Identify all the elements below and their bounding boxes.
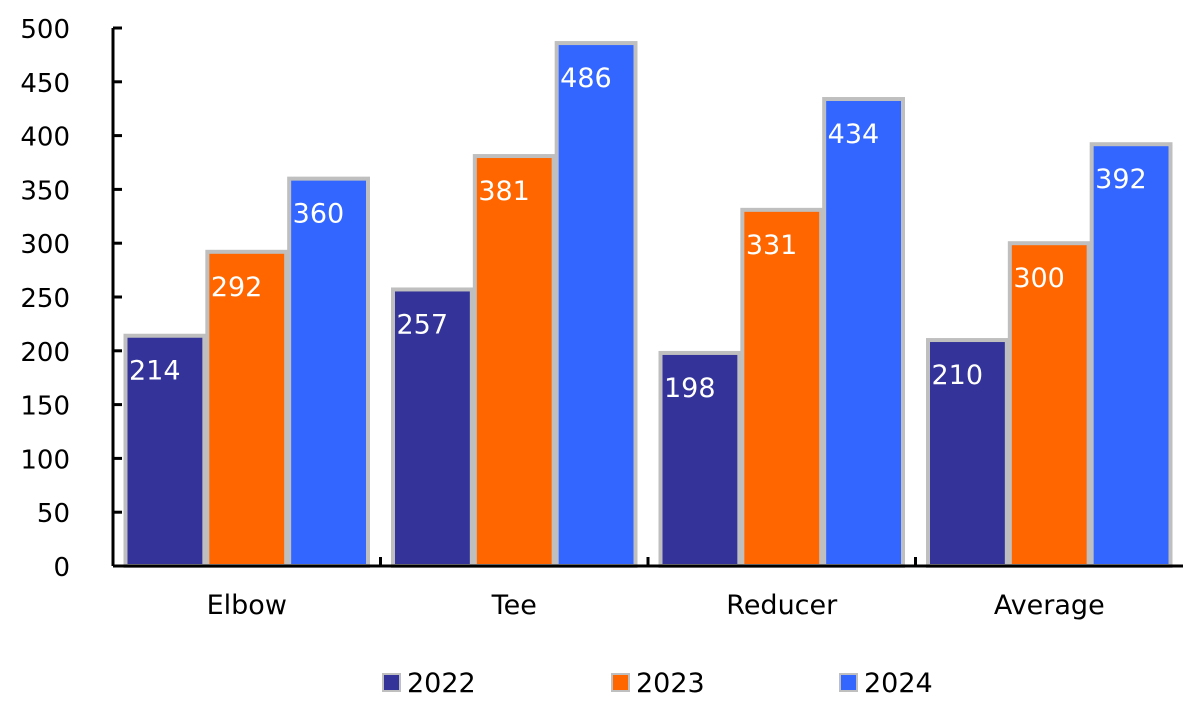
legend-swatch <box>611 673 630 692</box>
bar-2024-tee <box>554 41 638 568</box>
legend-item-2022: 2022 <box>382 668 476 699</box>
bar-2023-tee <box>472 154 556 568</box>
y-tick-label: 200 <box>20 338 70 368</box>
y-tick-label: 500 <box>20 15 70 45</box>
legend-label: 2024 <box>864 668 933 699</box>
data-label: 392 <box>1095 164 1147 195</box>
x-tick-label: Elbow <box>207 590 287 621</box>
y-tick-label: 250 <box>20 284 70 314</box>
x-tick-label: Average <box>994 590 1105 621</box>
y-tick-label: 50 <box>37 499 70 529</box>
bar-2022-elbow <box>123 333 207 568</box>
x-axis: Elbow Tee Reducer Average <box>113 557 1183 621</box>
data-label: 257 <box>397 309 449 340</box>
bar-2024-elbow <box>287 176 370 568</box>
data-label: 331 <box>746 230 798 261</box>
bars: 214 292 360 257 381 486 198 331 434 210 300 392 <box>123 41 1173 569</box>
legend-label: 2022 <box>407 668 476 699</box>
data-label: 198 <box>664 373 716 404</box>
legend: 2022 2023 2024 <box>382 668 933 699</box>
y-tick-label: 300 <box>20 230 70 260</box>
data-label: 360 <box>293 199 345 230</box>
legend-item-2023: 2023 <box>611 668 705 699</box>
x-tick-label: Tee <box>491 590 537 621</box>
y-tick-label: 450 <box>20 69 70 99</box>
legend-swatch <box>382 673 401 692</box>
y-tick-label: 350 <box>20 176 70 206</box>
data-label: 214 <box>129 356 181 387</box>
bar-2024-average <box>1089 142 1173 568</box>
data-label: 434 <box>828 119 880 150</box>
data-label: 210 <box>932 360 984 391</box>
data-label: 486 <box>560 63 612 94</box>
legend-swatch <box>839 673 858 692</box>
bar-2022-reducer <box>658 350 742 568</box>
data-label: 300 <box>1013 263 1065 294</box>
y-tick-label: 150 <box>20 392 70 422</box>
bar-2023-elbow <box>205 249 289 568</box>
x-tick-label: Reducer <box>726 590 838 621</box>
y-tick-label: 400 <box>20 123 70 153</box>
data-label: 292 <box>211 272 263 303</box>
y-axis: 0 50 100 150 200 250 300 350 400 450 500 <box>20 15 122 583</box>
bar-2024-reducer <box>822 97 906 569</box>
data-label: 381 <box>478 176 530 207</box>
y-tick-label: 0 <box>53 553 70 583</box>
legend-label: 2023 <box>636 668 705 699</box>
legend-item-2024: 2024 <box>839 668 933 699</box>
y-tick-label: 100 <box>20 445 70 475</box>
bar-2023-reducer <box>740 207 824 568</box>
